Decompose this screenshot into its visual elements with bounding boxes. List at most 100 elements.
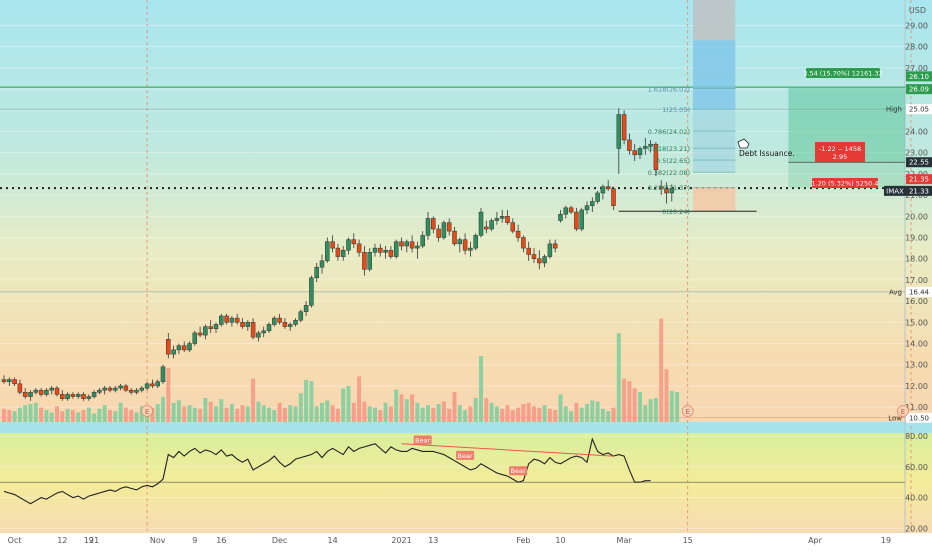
volume-bar (171, 402, 176, 422)
candle-body (261, 330, 266, 334)
long-target-label-bg (806, 68, 880, 78)
volume-bar (123, 407, 128, 422)
candle-body (643, 146, 648, 149)
candle-body (415, 245, 420, 249)
volume-bar (632, 388, 637, 422)
candle-body (441, 222, 447, 238)
volume-bar (293, 406, 298, 422)
time-tick-label: 19 (881, 536, 891, 545)
low-value-label: 10.50 (909, 414, 929, 422)
volume-bar (378, 410, 383, 422)
candle-body (457, 239, 463, 245)
fib-level-label: 0.5(22.65) (656, 157, 690, 165)
volume-bar (373, 407, 377, 422)
candle-body (579, 209, 584, 230)
price-tick-label: 17.00 (905, 276, 928, 285)
bear-badge: Bear (511, 467, 526, 475)
volume-bar (335, 408, 340, 422)
long-stop-label-bg (815, 142, 865, 162)
price-tick-label: 27.00 (905, 64, 928, 73)
volume-bar (600, 408, 605, 422)
volume-bar (542, 405, 547, 422)
candle-body (425, 218, 431, 236)
avg-value-label-bg (906, 286, 932, 297)
price-pane-background (0, 0, 932, 422)
volume-bar (675, 392, 680, 422)
candle-body (245, 322, 251, 327)
volume-bar (86, 407, 91, 422)
candle-body (229, 317, 235, 323)
candle-body (637, 148, 643, 156)
candle-body (547, 243, 553, 257)
candle-body (515, 230, 521, 238)
candle-body (128, 389, 134, 393)
candle-body (65, 394, 70, 399)
bear-badge: Bear (458, 452, 473, 460)
candle-body (330, 241, 335, 249)
time-tick-label: 9 (192, 536, 197, 545)
earnings-marker (897, 405, 909, 417)
volume-bar (161, 396, 165, 422)
candle-body (187, 343, 192, 351)
candle-body (1, 379, 7, 382)
candle-body (33, 389, 39, 393)
volume-bar (585, 404, 589, 422)
candle-body (383, 249, 388, 253)
candle-body (611, 188, 616, 206)
volume-bar (240, 405, 245, 422)
long-target-label: 3.54 (15.70%) 12161.32 (803, 70, 882, 78)
volume-bar (611, 407, 616, 422)
volume-bar (150, 407, 155, 422)
candle-body (372, 247, 378, 253)
price-label-26-10: 26.10 (909, 73, 929, 81)
candle-body (250, 322, 256, 338)
candle-body (81, 394, 86, 399)
candle-body (75, 394, 81, 397)
candle-body (404, 241, 410, 247)
volume-bar (256, 401, 261, 422)
candle-body (97, 389, 102, 393)
volume-bar (235, 408, 240, 422)
volume-bar (325, 400, 330, 422)
fib-level-label: 0.618(23.21) (648, 145, 690, 153)
volume-bar (351, 402, 356, 422)
volume-bar (553, 410, 558, 422)
volume-bar (81, 410, 86, 422)
hand-pointer-icon (737, 138, 750, 149)
candle-body (499, 216, 505, 219)
bear-badge: Bear (415, 436, 430, 444)
currency-label: USD (909, 6, 926, 15)
debt-note: Debt Issuance. (739, 149, 795, 158)
long-stop-label-2: 2.95 (833, 153, 847, 161)
volume-bar (404, 399, 409, 422)
volume-bar (558, 394, 563, 422)
candle-body (86, 396, 92, 399)
price-label-26-09-bg (906, 84, 932, 95)
volume-bar (648, 399, 653, 422)
volume-bar (277, 402, 282, 422)
volume-bar (659, 318, 664, 422)
bear-badge-bg (509, 466, 528, 476)
fib-level-label: 0(20.24) (662, 208, 690, 216)
price-label-21-35-bg (906, 174, 932, 185)
price-tick-label: 15.00 (905, 318, 928, 327)
candle-body (160, 366, 166, 382)
volume-bar (473, 398, 478, 422)
candle-body (171, 349, 176, 355)
candle-body (505, 216, 510, 223)
candle-body (648, 143, 653, 147)
volume-bar (569, 411, 574, 422)
candle-body (256, 332, 261, 338)
price-tick-label: 16.00 (905, 297, 928, 306)
candle-body (526, 247, 531, 255)
price-tick-label: 20.00 (905, 212, 928, 221)
fib-level-label: 1.618(26.02) (648, 86, 690, 94)
candle-body (150, 383, 155, 387)
volume-bar (622, 378, 627, 422)
volume-bar (606, 411, 611, 422)
candle-body (60, 394, 65, 399)
volume-bar (182, 406, 187, 422)
bear-badge-bg (456, 450, 475, 460)
volume-bar (139, 406, 144, 422)
